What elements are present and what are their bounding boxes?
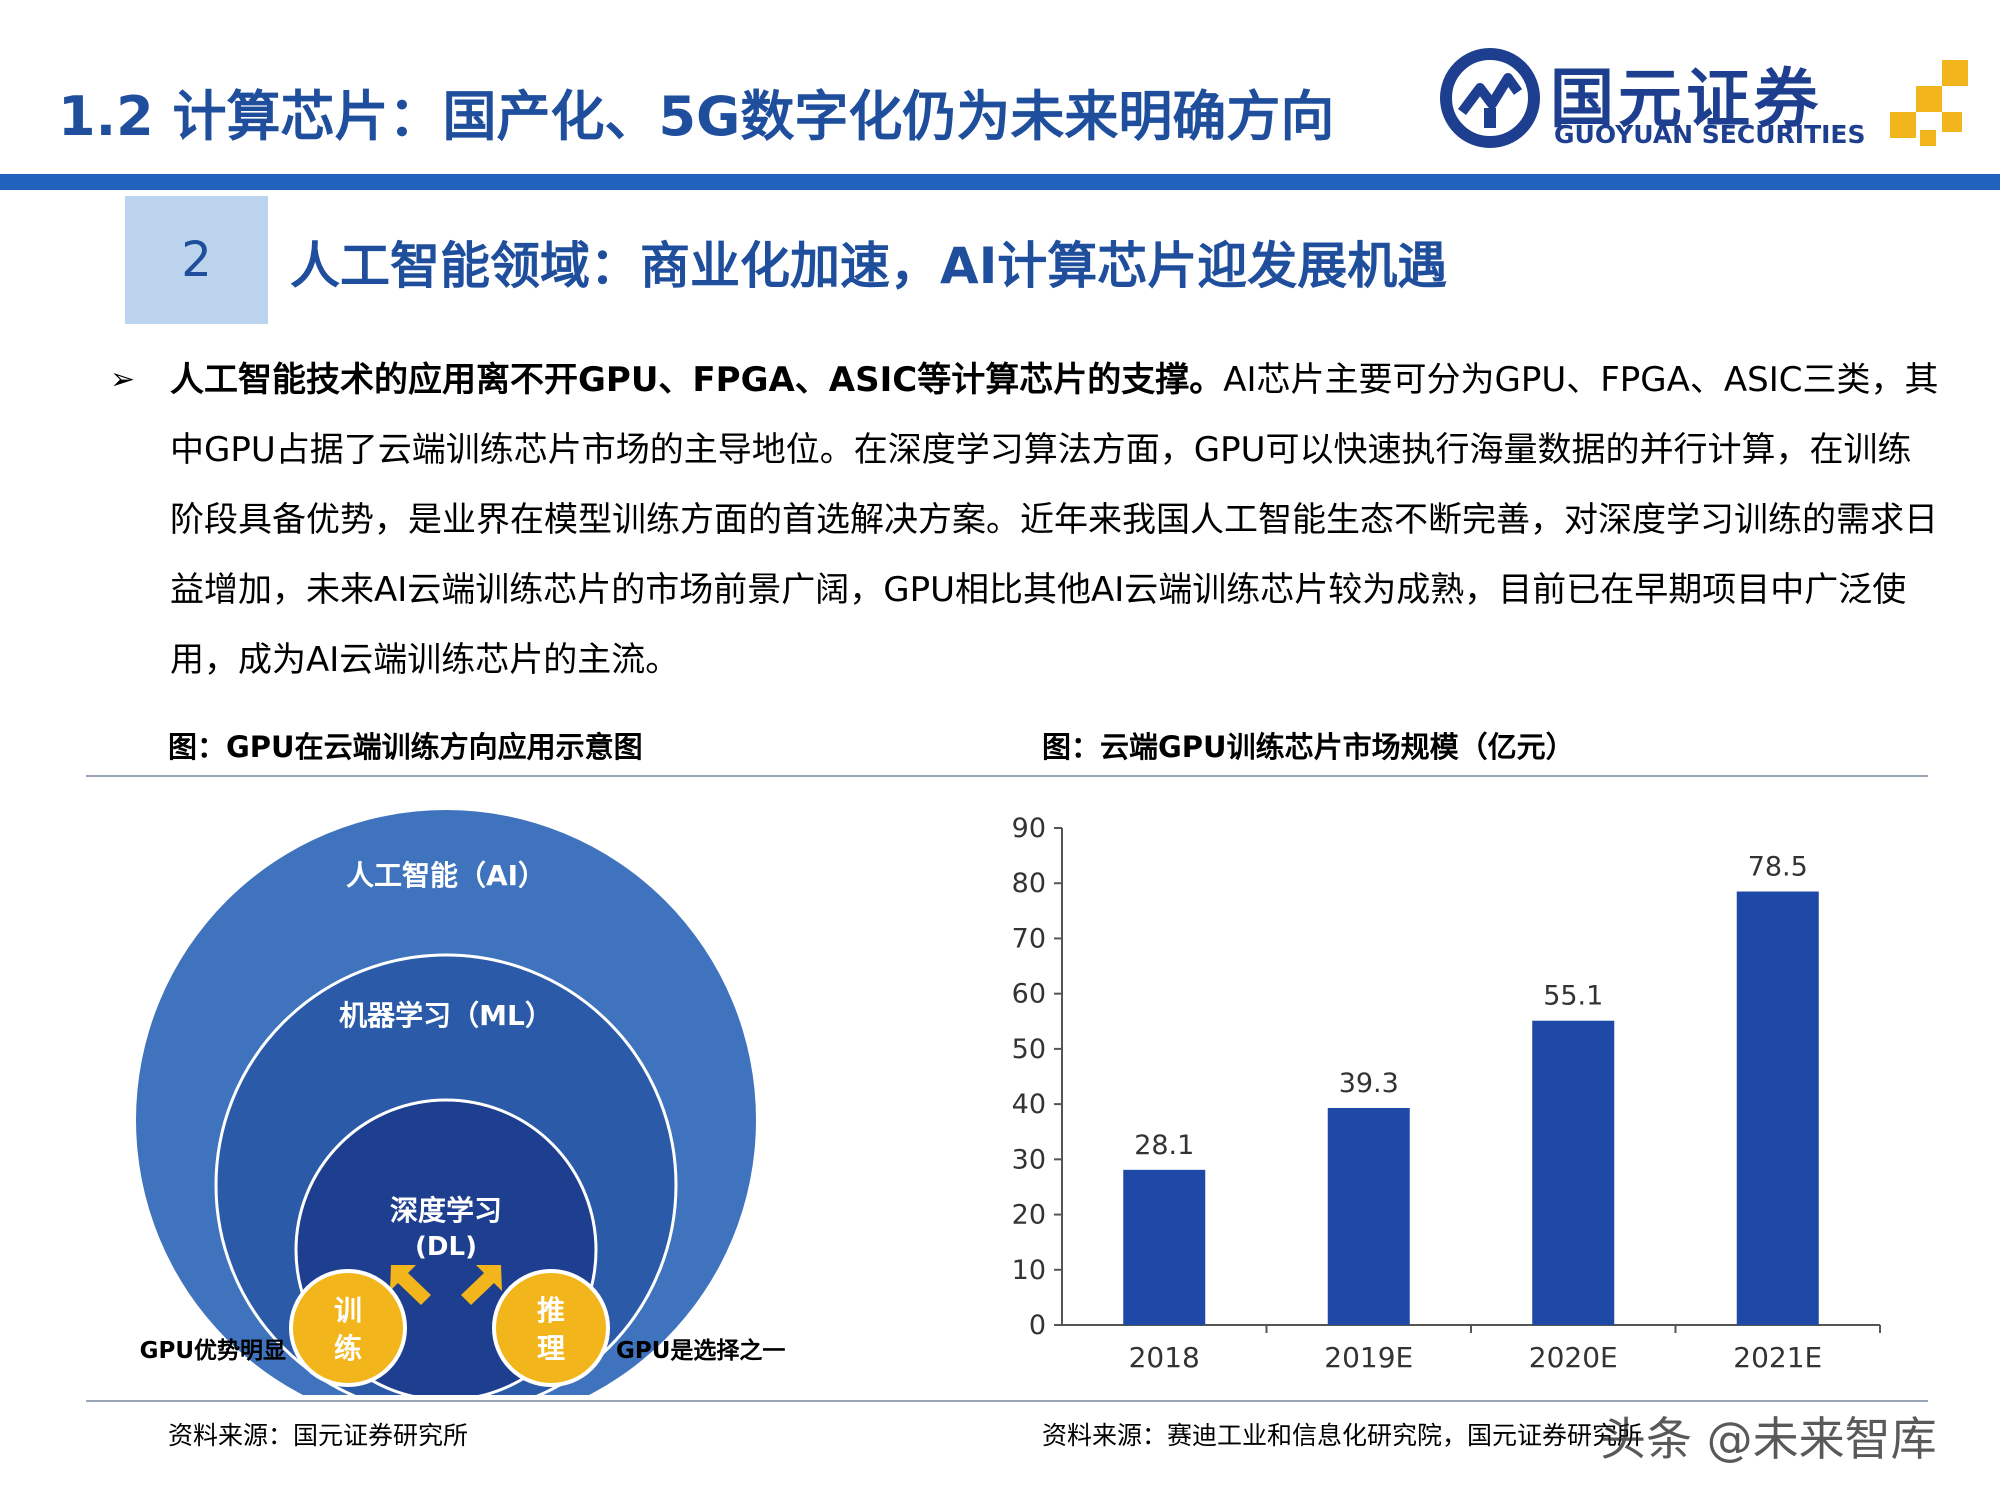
section-title: 人工智能领域：商业化加速，AI计算芯片迎发展机遇 [290,237,1448,295]
data-label-2019E: 39.3 [1339,1068,1399,1099]
chart-axes: 0 10 20 30 40 50 60 70 80 90 [1012,813,1881,1341]
logo-chinese-name: 国元证券 [1550,63,1822,137]
data-label-2020E: 55.1 [1543,981,1603,1012]
section-number: 2 [181,232,212,288]
x-tick-label-2021E: 2021E [1733,1341,1822,1374]
y-tick-label: 90 [1012,813,1046,844]
guoyuan-emblem-icon [1440,48,1540,148]
gpu-option-note: GPU是选择之一 [616,1337,785,1364]
x-tick-label-2019E: 2019E [1324,1341,1413,1374]
dl-label-line2: (DL) [415,1232,477,1262]
page-title: 1.2 计算芯片：国产化、5G数字化仍为未来明确方向 [58,85,1335,148]
y-tick-label: 60 [1012,979,1046,1010]
paragraph-lead: 人工智能技术的应用离不开GPU、FPGA、ASIC等计算芯片的支撑。 [170,360,1224,400]
figure-top-rule [86,775,1928,777]
figure-left-title: 图：GPU在云端训练方向应用示意图 [168,730,643,764]
y-tick-label: 50 [1012,1034,1046,1065]
arrow-up-right-icon [390,1265,431,1305]
figure-right-title: 图：云端GPU训练芯片市场规模（亿元） [1042,730,1575,764]
arrow-up-left-icon [461,1265,502,1305]
bullet-arrow-icon: ➢ [110,362,136,397]
market-size-bar-chart: 0 10 20 30 40 50 60 70 80 90 28.1 2018 39.3 2019E 55.… [1012,813,1881,1374]
inference-char-2: 理 [537,1332,565,1365]
inference-badge [492,1269,610,1387]
y-tick-label: 80 [1012,868,1046,899]
chart-bars [1123,891,1819,1325]
figure-right-source: 资料来源：赛迪工业和信息化研究院，国元证券研究所 [1042,1421,1643,1450]
watermark: 头条 @未来智库 [1600,1412,1937,1466]
section-number-box: 2 [125,196,268,324]
chart-labels: 28.1 2018 39.3 2019E 55.1 2020E 78.5 2021E [1129,852,1823,1374]
y-tick-label: 40 [1012,1089,1046,1120]
ml-label: 机器学习（ML） [339,999,553,1032]
bar-2021E [1736,891,1819,1325]
bar-2019E [1327,1107,1410,1325]
ai-label: 人工智能（AI） [346,859,546,892]
y-tick-label: 30 [1012,1144,1046,1175]
dl-label-line1: 深度学习 [390,1194,502,1227]
y-tick-label: 10 [1012,1255,1046,1286]
gpu-advantage-note: GPU优势明显 [140,1338,286,1364]
x-tick-label-2020E: 2020E [1529,1341,1618,1374]
gold-squares-icon [1890,60,1968,146]
training-char-1: 训 [334,1294,362,1327]
bar-2018 [1123,1169,1206,1325]
bar-2020E [1532,1020,1615,1325]
body-paragraph: ➢ 人工智能技术的应用离不开GPU、FPGA、ASIC等计算芯片的支撑。AI芯片… [110,345,1940,695]
header-divider [0,174,2000,190]
paragraph-body: AI芯片主要可分为GPU、FPGA、ASIC三类，其中GPU占据了云端训练芯片市… [170,360,1939,680]
training-badge [289,1269,407,1387]
y-tick-label: 70 [1012,923,1046,954]
paragraph-text: 人工智能技术的应用离不开GPU、FPGA、ASIC等计算芯片的支撑。AI芯片主要… [170,345,1940,695]
y-tick-label: 0 [1029,1310,1046,1341]
figure-bottom-rule [86,1400,1928,1402]
x-tick-label-2018: 2018 [1129,1341,1200,1374]
y-tick-label: 20 [1012,1200,1046,1231]
figure-left-source: 资料来源：国元证券研究所 [168,1421,469,1450]
data-label-2021E: 78.5 [1748,852,1808,883]
data-label-2018: 28.1 [1134,1130,1194,1161]
company-logo: 国元证券 GUOYUAN SECURITIES [1440,48,1980,158]
logo-english-name: GUOYUAN SECURITIES [1554,120,1866,149]
ai-ml-dl-diagram: 人工智能（AI） 机器学习（ML） 深度学习 (DL) 训 练 推 理 GPU优… [136,810,785,1395]
training-char-2: 练 [334,1332,362,1365]
inference-char-1: 推 [537,1294,565,1327]
